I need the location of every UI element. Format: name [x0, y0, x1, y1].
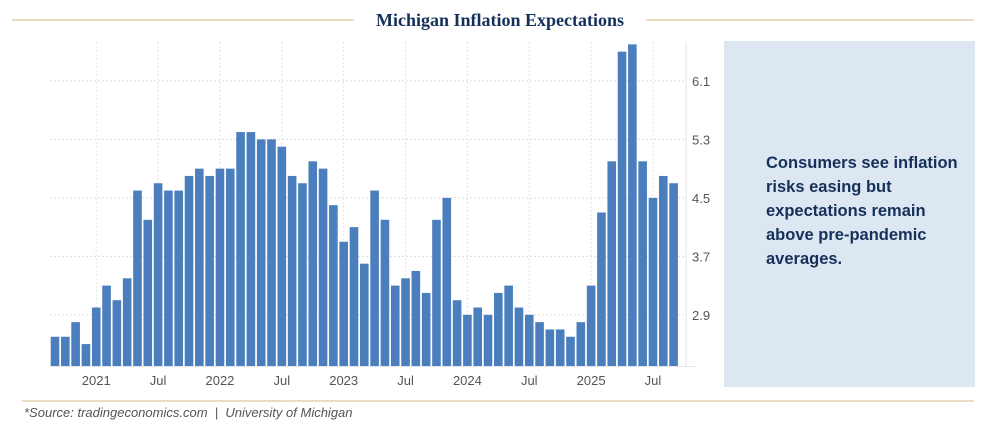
title-rule-right [646, 19, 974, 21]
bar: Mar 2024: 2.9 [483, 314, 493, 366]
x-tick-label: Jul [397, 373, 414, 388]
bar: Oct 2024: 2.7 [555, 329, 565, 366]
bar: Nov 2023: 4.5 [442, 197, 452, 366]
y-axis-ticks: 2.9 3.7 4.5 5.3 6.1 [692, 74, 710, 323]
bar: Feb 2024: 3 [473, 307, 483, 366]
bar-layer: Sep 2020: 2.6Oct 2020: 2.6Nov 2020: 2.8D… [50, 44, 678, 367]
bar: Mar 2023: 3.6 [360, 263, 369, 366]
source-note: *Source: tradingeconomics.com | Universi… [24, 405, 353, 420]
bar: Jun 2022: 5.3 [267, 139, 276, 366]
bar: Mar 2022: 5.4 [236, 132, 245, 366]
bar: Apr 2022: 5.4 [246, 132, 256, 366]
bar: Aug 2022: 4.8 [287, 175, 297, 366]
bar: Sep 2025: 4.7 [669, 183, 678, 366]
bar: Jul 2021: 4.7 [153, 183, 163, 366]
bar: Aug 2024: 2.8 [535, 322, 544, 366]
bar: Nov 2020: 2.8 [71, 322, 80, 366]
bar: Jul 2023: 3.4 [401, 278, 410, 366]
bar: Jan 2021: 3 [91, 307, 101, 366]
bar: Jul 2025: 4.5 [648, 197, 658, 366]
bar: Oct 2023: 4.2 [432, 219, 441, 366]
bar: Sep 2022: 4.7 [298, 183, 307, 366]
bar: Oct 2022: 5 [308, 161, 318, 366]
bar: Jun 2024: 3 [514, 307, 524, 366]
bar: Dec 2024: 2.8 [576, 322, 586, 366]
bar: Aug 2025: 4.8 [658, 175, 668, 366]
x-tick-label: 2024 [453, 373, 482, 388]
y-tick-label: 3.7 [692, 249, 710, 264]
bar: Sep 2024: 2.7 [545, 329, 555, 366]
bar: Oct 2020: 2.6 [61, 336, 70, 366]
bar: Apr 2025: 6.5 [617, 51, 627, 367]
bar: Jun 2023: 3.3 [390, 285, 400, 366]
bar: Jan 2024: 2.9 [463, 314, 472, 366]
bar: Jul 2024: 2.9 [524, 314, 534, 366]
x-axis-ticks: 2021 Jul 2022 Jul 2023 Jul 2024 Jul 2025 Jul [82, 373, 662, 388]
bar: May 2025: 6.6 [628, 44, 637, 367]
bar: Sep 2021: 4.6 [174, 190, 184, 366]
bar: May 2023: 4.2 [380, 219, 390, 366]
bar: May 2024: 3.3 [504, 285, 513, 366]
title-rule-left [12, 19, 354, 21]
bar: May 2021: 4.6 [133, 190, 142, 366]
x-tick-label: 2023 [329, 373, 358, 388]
footer-rule [22, 400, 974, 402]
x-tick-label: 2025 [577, 373, 606, 388]
x-tick-label: Jul [521, 373, 538, 388]
x-tick-label: Jul [645, 373, 662, 388]
commentary-panel: Consumers see inflation risks easing but… [724, 41, 975, 387]
bar: Feb 2022: 4.9 [225, 168, 235, 366]
bar: Jun 2021: 4.2 [143, 219, 153, 366]
bar: Nov 2022: 4.9 [318, 168, 328, 366]
bar: Dec 2020: 2.5 [81, 344, 91, 366]
bar: Nov 2024: 2.6 [566, 336, 575, 366]
bar: May 2022: 5.3 [256, 139, 266, 366]
bar: Jun 2025: 5 [638, 161, 647, 366]
bar: Dec 2023: 3.1 [452, 300, 462, 366]
x-tick-label: Jul [150, 373, 167, 388]
bar: Sep 2023: 3.2 [421, 292, 431, 366]
commentary-text: Consumers see inflation risks easing but… [766, 154, 958, 268]
bar-chart: Sep 2020: 2.6Oct 2020: 2.6Nov 2020: 2.8D… [50, 42, 710, 388]
x-tick-label: Jul [274, 373, 291, 388]
bar: Jan 2023: 3.9 [339, 241, 348, 366]
bar: Dec 2022: 4.4 [329, 205, 338, 366]
bar: Nov 2021: 4.9 [195, 168, 204, 366]
bar: Jul 2022: 5.2 [277, 146, 287, 366]
y-tick-label: 5.3 [692, 132, 710, 147]
bar: Apr 2021: 3.4 [122, 278, 132, 366]
bar: Feb 2021: 3.3 [102, 285, 111, 366]
bar: Mar 2025: 5 [607, 161, 617, 366]
y-tick-label: 6.1 [692, 74, 710, 89]
bar: Mar 2021: 3.1 [112, 300, 122, 366]
bar: Oct 2021: 4.8 [184, 175, 194, 366]
bar: Sep 2020: 2.6 [50, 336, 60, 366]
bar: Jan 2022: 4.9 [215, 168, 225, 366]
bar: Feb 2025: 4.3 [597, 212, 606, 366]
bar: Aug 2023: 3.5 [411, 270, 421, 366]
bar: Aug 2021: 4.6 [164, 190, 173, 366]
y-tick-label: 4.5 [692, 191, 710, 206]
chart-title: Michigan Inflation Expectations [375, 10, 625, 30]
title-row: Michigan Inflation Expectations [0, 8, 1000, 32]
bar: Apr 2024: 3.2 [494, 292, 503, 366]
bar: Dec 2021: 4.8 [205, 175, 214, 366]
x-tick-label: 2021 [82, 373, 111, 388]
x-tick-label: 2022 [205, 373, 234, 388]
bar: Jan 2025: 3.3 [586, 285, 596, 366]
bar: Feb 2023: 4.1 [349, 227, 359, 366]
y-tick-label: 2.9 [692, 308, 710, 323]
bar: Apr 2023: 4.6 [370, 190, 379, 366]
